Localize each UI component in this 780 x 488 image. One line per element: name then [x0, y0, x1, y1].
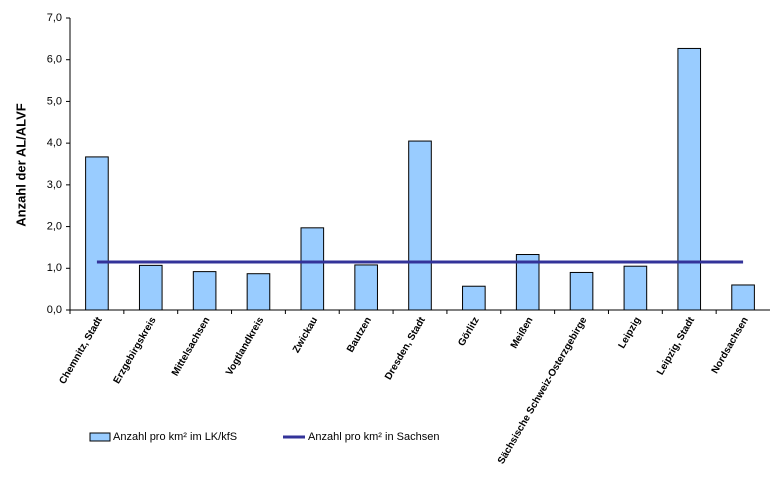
bar	[462, 285, 486, 311]
x-tick-label: Bautzen	[345, 315, 374, 354]
bar	[408, 140, 432, 311]
y-axis-label: Anzahl der AL/ALVF	[13, 103, 28, 227]
bar	[677, 47, 702, 311]
y-tick-label: 5,0	[47, 95, 62, 107]
y-tick-label: 4,0	[47, 137, 62, 149]
y-tick-label: 7,0	[47, 12, 62, 24]
x-tick-label: Leipzig	[617, 315, 644, 350]
x-tick-label: Chemnitz, Stadt	[58, 315, 106, 387]
bar	[300, 227, 325, 311]
bar	[192, 271, 217, 311]
bar	[246, 273, 271, 311]
x-tick-label: Zwickau	[291, 315, 320, 355]
bar	[85, 156, 109, 311]
x-tick-label: Nordsachsen	[710, 315, 751, 375]
x-tick-label: Görlitz	[456, 315, 481, 348]
legend-label: Anzahl pro km² im LK/kfS	[113, 431, 237, 443]
legend-label: Anzahl pro km² in Sachsen	[308, 431, 439, 443]
x-tick-label: Mittelsachsen	[170, 315, 213, 378]
bar	[354, 264, 378, 311]
y-tick-label: 3,0	[47, 179, 62, 191]
x-tick-label: Dresden, Stadt	[383, 315, 428, 382]
bar	[731, 284, 755, 311]
bar	[138, 264, 163, 311]
legend-swatch	[89, 432, 111, 442]
y-tick-label: 2,0	[47, 220, 62, 232]
bar	[623, 265, 648, 311]
y-tick-label: 6,0	[47, 54, 62, 66]
x-tick-label: Meißen	[509, 315, 536, 350]
x-tick-label: Sächsische Schweiz-Osterzgebirge	[496, 315, 590, 466]
x-tick-label: Leipzig, Stadt	[655, 315, 697, 377]
x-tick-label: Vogtlandkreis	[224, 315, 266, 378]
y-tick-label: 1,0	[47, 262, 62, 274]
bar	[569, 271, 594, 311]
x-tick-label: Erzgebirgskreis	[112, 315, 159, 386]
y-tick-label: 0,0	[47, 304, 62, 316]
